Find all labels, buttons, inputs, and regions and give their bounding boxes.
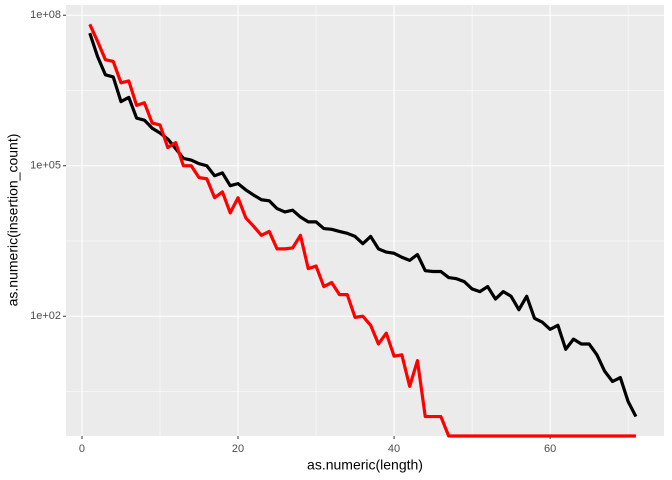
x-axis-title: as.numeric(length) [307,457,423,473]
panel-background [66,5,664,436]
y-tick-label: 1e+05 [30,160,61,172]
x-tick-label: 60 [544,443,556,455]
x-tick-label: 20 [232,443,244,455]
y-axis-title: as.numeric(insertion_count) [5,134,21,307]
y-tick-label: 1e+08 [30,9,61,21]
x-tick-label: 0 [79,443,85,455]
x-tick-label: 40 [388,443,400,455]
line [88,23,636,438]
y-tick-label: 1e+02 [30,310,61,322]
